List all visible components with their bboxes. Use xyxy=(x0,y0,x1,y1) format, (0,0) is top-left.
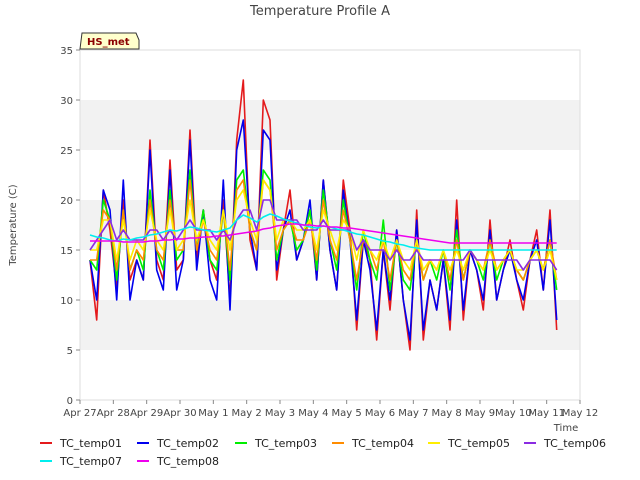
x-tick-label: May 12 xyxy=(562,408,599,419)
y-tick-label: 25 xyxy=(60,146,73,157)
grid-bands xyxy=(80,100,580,350)
x-tick-label: May 10 xyxy=(495,408,532,419)
y-tick-label: 0 xyxy=(67,396,73,407)
legend-label: TC_temp03 xyxy=(254,437,317,450)
hs-met-badge: HS_met xyxy=(79,32,140,50)
y-tick-label: 20 xyxy=(60,196,73,207)
series-line-tc-temp05 xyxy=(90,179,558,281)
x-tick-label: Apr 30 xyxy=(163,408,196,419)
x-axis-label: Time xyxy=(553,423,578,434)
y-tick-label: 35 xyxy=(60,46,73,57)
legend-label: TC_temp04 xyxy=(351,437,414,450)
badge-shape xyxy=(79,32,140,50)
y-tick-label: 30 xyxy=(60,96,73,107)
x-tick-label: May 6 xyxy=(365,408,395,419)
legend-label: TC_temp02 xyxy=(156,437,219,450)
y-axis-ticks: 0 5 10 15 20 25 30 35 xyxy=(60,46,80,407)
x-tick-label: May 1 xyxy=(198,408,228,419)
x-tick-label: Apr 27 xyxy=(63,408,96,419)
y-tick-label: 5 xyxy=(67,346,73,357)
legend-label: TC_temp01 xyxy=(59,437,122,450)
x-tick-label: May 8 xyxy=(432,408,462,419)
plot-frame xyxy=(79,49,581,401)
legend: TC_temp01 TC_temp02 TC_temp03 TC_temp04 TC_t… xyxy=(40,437,606,468)
y-tick-label: 10 xyxy=(60,296,73,307)
x-tick-label: Apr 28 xyxy=(97,408,130,419)
x-tick-label: May 5 xyxy=(332,408,362,419)
x-tick-label: May 11 xyxy=(528,408,565,419)
x-tick-label: May 9 xyxy=(465,408,495,419)
legend-label: TC_temp07 xyxy=(59,455,122,468)
x-tick-label: May 2 xyxy=(232,408,262,419)
series-line-tc-temp06 xyxy=(89,199,558,271)
y-axis-label: Temperature (C) xyxy=(8,184,19,266)
x-tick-label: Apr 29 xyxy=(130,408,163,419)
y-tick-label: 15 xyxy=(60,246,73,257)
x-tick-label: May 3 xyxy=(265,408,295,419)
x-tick-label: May 4 xyxy=(298,408,328,419)
badge-label: HS_met xyxy=(87,37,130,48)
x-tick-label: May 7 xyxy=(398,408,428,419)
series-lines xyxy=(89,79,558,351)
legend-label: TC_temp05 xyxy=(447,437,510,450)
grid-band xyxy=(80,100,580,150)
legend-label: TC_temp08 xyxy=(156,455,219,468)
grid-band xyxy=(80,300,580,350)
chart-title: Temperature Profile A xyxy=(249,4,390,19)
series-line-tc-temp08 xyxy=(90,223,557,244)
legend-label: TC_temp06 xyxy=(543,437,606,450)
